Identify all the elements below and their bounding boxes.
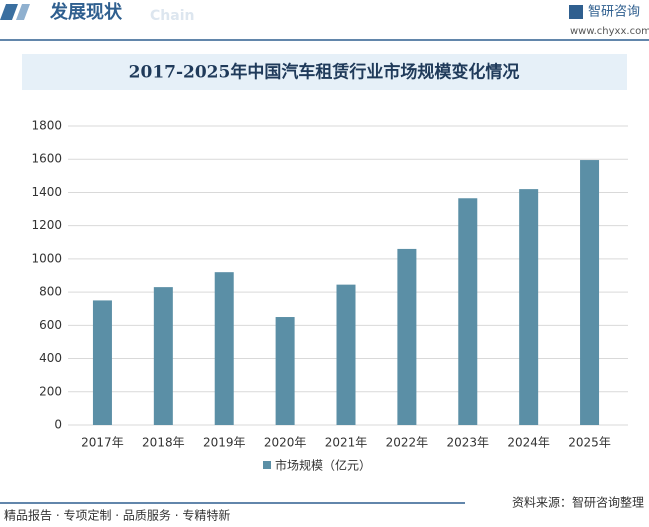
x-tick-label: 2021年: [325, 436, 368, 450]
y-tick-label: 1000: [31, 251, 62, 265]
x-tick-label: 2022年: [386, 436, 429, 450]
x-tick-label: 2020年: [264, 436, 307, 450]
x-tick-label: 2025年: [568, 436, 611, 450]
plot: 0 200 400 600 800 1000 1200 1400 1600 1800 2017年 20…: [31, 119, 628, 473]
x-tick-label: 2019年: [203, 436, 246, 450]
x-tick-label: 2017年: [81, 436, 124, 450]
y-tick-label: 1400: [31, 185, 62, 199]
x-tick-label: 2018年: [142, 436, 185, 450]
bar: [580, 160, 600, 425]
header-section-en: Chain: [150, 8, 194, 24]
y-tick-label: 200: [39, 384, 62, 398]
brand-site: www.chyxx.com: [570, 26, 649, 37]
brand-logo: [569, 5, 583, 19]
bar: [153, 287, 173, 425]
legend-label: 市场规模（亿元）: [275, 458, 371, 473]
footer-source: 资料来源：智研咨询整理: [512, 495, 644, 510]
bar: [397, 248, 417, 425]
footer-tagline: 精品报告 · 专项定制 · 品质服务 · 专精特新: [4, 508, 230, 523]
legend-swatch: [263, 461, 271, 469]
x-tick-label: 2024年: [507, 436, 550, 450]
y-tick-label: 1800: [31, 119, 62, 133]
header-icon: [0, 4, 18, 20]
bar: [336, 284, 356, 425]
brand-name: 智研咨询: [588, 5, 640, 20]
y-tick-label: 600: [39, 318, 62, 332]
bar: [458, 198, 478, 425]
x-tick-label: 2023年: [447, 436, 490, 450]
bar: [519, 189, 539, 425]
title-band: [22, 54, 627, 90]
bar: [214, 272, 234, 425]
y-tick-label: 800: [39, 285, 62, 299]
y-tick-label: 400: [39, 351, 62, 365]
y-tick-label: 1200: [31, 218, 62, 232]
bar: [275, 317, 295, 425]
header-section: 发展现状: [49, 1, 123, 23]
chart-title: 2017-2025年中国汽车租赁行业市场规模变化情况: [129, 62, 520, 83]
header-icon: [16, 4, 30, 20]
y-tick-label: 0: [54, 418, 62, 432]
y-tick-label: 1600: [31, 152, 62, 166]
bar: [92, 300, 112, 425]
